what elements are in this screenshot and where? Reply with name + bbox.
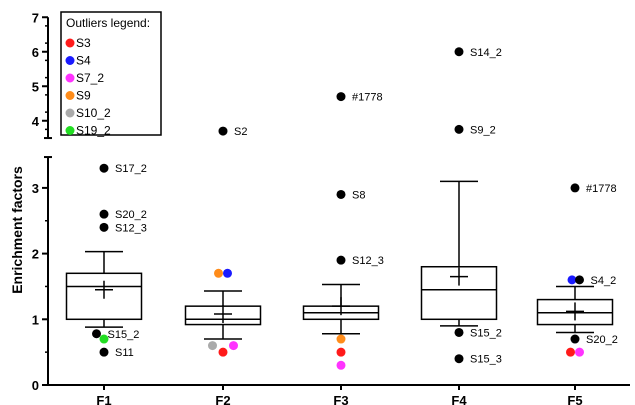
outlier-label: S15_2 [108, 329, 140, 341]
y-tick-label: 7 [32, 10, 39, 25]
outlier-label: S11 [115, 347, 134, 359]
box-f4 [420, 180, 498, 327]
y-tick-label: 0 [32, 378, 39, 393]
y-tick-label: 6 [32, 45, 39, 60]
outlier-point [336, 347, 346, 357]
legend-frame [60, 11, 162, 136]
outlier-point [214, 268, 223, 278]
legend-marker [65, 56, 75, 65]
outlier-point [575, 347, 584, 357]
outlier-label: S4_2 [591, 275, 617, 287]
outlier-point [218, 347, 228, 357]
y-tick-label: 4 [32, 114, 40, 129]
outlier-point [567, 275, 577, 285]
box-f5 [536, 285, 614, 334]
outlier-point [92, 329, 101, 339]
axes: 0 1 2 3 4 5 6 7 F1 F2 F3 F4 F5 [32, 10, 630, 405]
outlier-point [336, 334, 346, 344]
legend-item-label: S4 [76, 54, 91, 68]
legend-marker [65, 108, 75, 118]
outlier-label: S15_2 [470, 327, 502, 339]
box-f3 [302, 283, 380, 335]
outlier-label: S17_2 [115, 163, 147, 175]
legend-title: Outliers legend: [66, 16, 150, 30]
outlier-point [99, 163, 109, 173]
legend-item-label: S19_2 [76, 124, 111, 138]
outlier-point [570, 183, 580, 193]
outlier-label: S14_2 [470, 47, 502, 59]
outlier-label: #1778 [586, 183, 617, 195]
outlier-point [454, 124, 464, 134]
outlier-point [336, 189, 346, 199]
outlier-label: S8 [352, 189, 365, 201]
outlier-label: S12_3 [115, 222, 147, 234]
outlier-point [566, 347, 575, 357]
y-tick-label: 1 [32, 312, 39, 327]
x-category-label: F3 [333, 393, 348, 405]
outlier-label: S9_2 [470, 124, 496, 136]
outlier-points: S17_2S20_2S12_3S15_2S11S2#1778S8S12_3S14… [92, 47, 618, 370]
legend-item-label: S7_2 [76, 71, 104, 85]
y-axis-label: Enrichment factors [9, 166, 25, 294]
outliers-legend: Outliers legend: S3 S4 S7_2 S9 S10_2 S19_2 [60, 11, 162, 138]
outlier-label: S20_2 [115, 209, 147, 221]
x-category-label: F5 [567, 393, 582, 405]
outlier-point [229, 341, 238, 351]
legend-marker [65, 73, 75, 83]
outlier-label: S15_3 [470, 354, 502, 366]
outlier-point [99, 209, 109, 219]
outlier-point [99, 347, 109, 357]
outlier-label: #1778 [352, 92, 383, 104]
outlier-label: S20_2 [586, 334, 618, 346]
outlier-point [454, 327, 464, 337]
outlier-point [454, 354, 464, 364]
legend-item-label: S9 [76, 89, 91, 103]
outlier-point [218, 126, 228, 136]
outlier-point [454, 47, 464, 57]
y-tick-label: 3 [32, 181, 39, 196]
outlier-point [336, 92, 346, 102]
box-group [65, 180, 614, 340]
legend-marker [65, 91, 75, 100]
legend-marker [65, 38, 75, 48]
box-f1 [65, 250, 143, 328]
outlier-point [99, 222, 109, 232]
x-category-label: F2 [215, 393, 230, 405]
outlier-point [223, 268, 232, 278]
outlier-label: S2 [234, 126, 247, 138]
legend-item-label: S3 [76, 36, 91, 50]
y-tick-label: 2 [32, 247, 39, 262]
outlier-point [336, 360, 346, 370]
x-category-label: F4 [451, 393, 467, 405]
outlier-point [99, 334, 109, 344]
box-f2 [184, 290, 262, 340]
outlier-point [575, 275, 584, 285]
outlier-point [336, 255, 346, 265]
outlier-point [570, 334, 580, 344]
outlier-point [208, 341, 217, 351]
legend-marker [65, 126, 75, 135]
x-category-label: F1 [96, 393, 111, 405]
legend-item-label: S10_2 [76, 106, 111, 120]
outlier-label: S12_3 [352, 255, 384, 267]
y-tick-label: 5 [32, 79, 39, 94]
